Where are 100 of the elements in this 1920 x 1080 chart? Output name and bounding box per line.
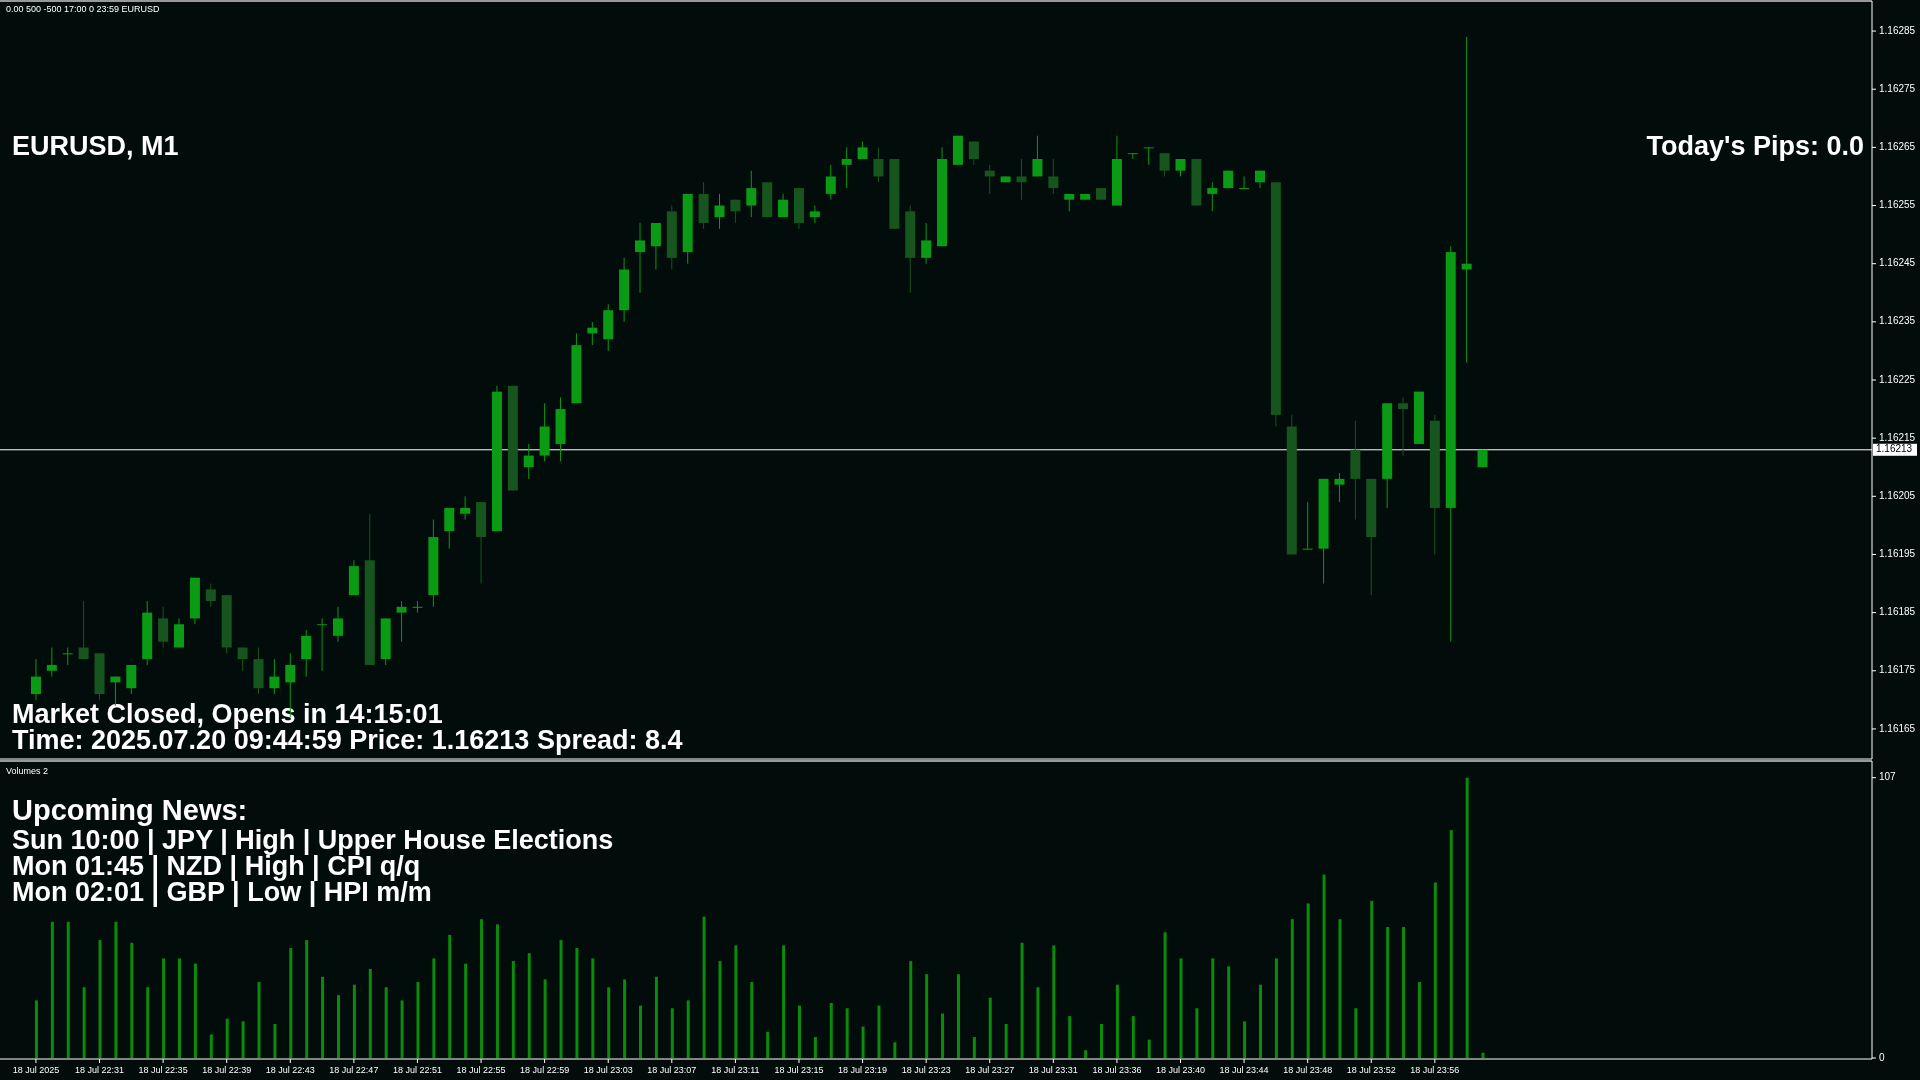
- x-tick-label: 18 Jul 23:44: [1219, 1065, 1269, 1075]
- bar: [861, 1026, 865, 1058]
- bar: [241, 1021, 245, 1058]
- bar: [464, 963, 468, 1058]
- candlestick: [126, 664, 137, 695]
- bar: [34, 1000, 38, 1058]
- bar: [1052, 945, 1056, 1058]
- candlestick: [809, 205, 820, 224]
- bar: [1195, 1008, 1199, 1058]
- x-tick-label: 18 Jul 23:48: [1283, 1065, 1333, 1075]
- candlestick: [460, 495, 471, 521]
- bar: [98, 940, 102, 1058]
- candlestick: [396, 600, 407, 643]
- bar: [1036, 987, 1040, 1058]
- candlestick: [30, 658, 41, 701]
- bar: [909, 961, 913, 1058]
- y-tick-label: 1.16215: [1879, 431, 1916, 443]
- y-tick-label: 1.16255: [1879, 199, 1916, 211]
- candlestick: [158, 606, 169, 649]
- bar: [670, 1008, 674, 1058]
- x-tick-label: 18 Jul 22:35: [138, 1065, 188, 1075]
- x-tick-label: 18 Jul 22:47: [329, 1065, 379, 1075]
- bar: [925, 974, 929, 1058]
- bar: [448, 934, 452, 1058]
- candlestick: [205, 583, 216, 608]
- bar: [432, 958, 436, 1058]
- y-tick-label: 1.16235: [1879, 315, 1916, 327]
- x-tick-label: 18 Jul 22:39: [202, 1065, 252, 1075]
- bar: [877, 1005, 881, 1058]
- y-tick-label: 1.16275: [1879, 82, 1916, 94]
- bar: [575, 947, 579, 1058]
- bar: [1243, 1021, 1247, 1058]
- candlestick: [46, 647, 57, 678]
- candlestick: [174, 617, 185, 649]
- bar: [988, 997, 992, 1058]
- y-tick-label: 1.16205: [1879, 489, 1916, 501]
- bar: [607, 987, 611, 1058]
- bar: [1084, 1050, 1088, 1058]
- bar: [495, 924, 499, 1058]
- x-tick-label: 18 Jul 23:03: [583, 1065, 633, 1075]
- bar: [1322, 874, 1326, 1058]
- bar: [654, 976, 658, 1058]
- candlestick: [635, 222, 646, 294]
- bar: [1290, 919, 1294, 1058]
- candlestick: [921, 222, 932, 265]
- bar: [1338, 919, 1342, 1058]
- annotation: Sun 10:00 | JPY | High | Upper House Elections: [12, 825, 614, 855]
- candlestick: [1159, 152, 1170, 177]
- bar: [66, 921, 70, 1058]
- x-tick-label: 18 Jul 23:07: [647, 1065, 697, 1075]
- bar: [305, 940, 309, 1058]
- y-tick-label: 1.16285: [1879, 24, 1916, 36]
- bar: [193, 963, 197, 1058]
- bar: [178, 958, 182, 1058]
- bar: [273, 1023, 277, 1058]
- bar: [734, 945, 738, 1058]
- y-tick-label: 1.16265: [1879, 141, 1916, 153]
- bar: [321, 976, 325, 1058]
- bar: [209, 1034, 213, 1058]
- annotation: 0.00 500 -500 17:00 0 23:59 EURUSD: [6, 4, 161, 14]
- bar: [1306, 903, 1310, 1058]
- bar: [972, 1037, 976, 1058]
- bar: [257, 982, 261, 1058]
- bar: [1131, 1016, 1135, 1058]
- candlestick: [1302, 501, 1313, 550]
- x-tick-label: 18 Jul 23:27: [965, 1065, 1015, 1075]
- candlestick: [714, 193, 725, 230]
- bar: [1227, 966, 1231, 1058]
- annotation: Upcoming News:: [12, 794, 248, 826]
- candlestick: [841, 146, 852, 189]
- candlestick: [62, 647, 73, 666]
- x-tick-label: 18 Jul 23:52: [1346, 1065, 1396, 1075]
- candlestick: [269, 658, 280, 695]
- bar: [416, 982, 420, 1058]
- bar: [559, 940, 563, 1058]
- bar: [352, 984, 356, 1058]
- bar: [1354, 1008, 1358, 1058]
- bar: [114, 921, 118, 1058]
- x-tick-label: 18 Jul 23:56: [1410, 1065, 1460, 1075]
- ref-line-label: 1.16213: [1876, 443, 1913, 455]
- bar: [797, 1005, 801, 1058]
- bar: [400, 1000, 404, 1058]
- candlestick: [1048, 158, 1059, 195]
- bar: [1068, 1016, 1072, 1058]
- annotation: Today's Pips: 0.0: [1646, 131, 1864, 161]
- y-tick-label: 1.16245: [1879, 257, 1916, 269]
- bar: [1481, 1052, 1485, 1058]
- bar: [1115, 984, 1119, 1058]
- x-tick-label: 18 Jul 23:31: [1028, 1065, 1078, 1075]
- bar: [336, 995, 340, 1058]
- candlestick: [1398, 396, 1409, 457]
- bar: [289, 947, 293, 1058]
- x-tick-label: 18 Jul 23:40: [1155, 1065, 1206, 1075]
- candlestick: [1334, 472, 1345, 503]
- y-tick-label: 1.16175: [1879, 664, 1916, 676]
- bar: [941, 1013, 945, 1058]
- bar: [480, 919, 484, 1058]
- bar: [686, 1000, 690, 1058]
- annotation: Market Closed, Opens in 14:15:01: [12, 699, 443, 729]
- bar: [225, 1018, 229, 1058]
